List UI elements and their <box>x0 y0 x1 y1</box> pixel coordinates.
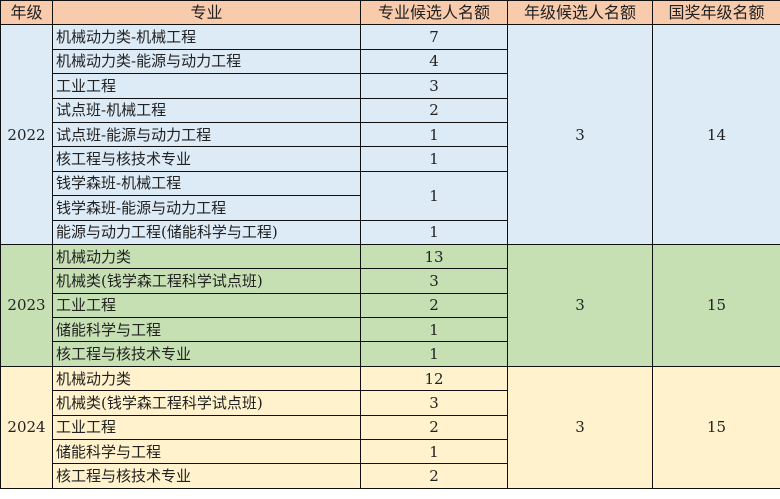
major-quota-cell: 1 <box>360 317 508 343</box>
header-row: 年级 专业 专业候选人名额 年级候选人名额 国奖年级名额 <box>0 0 780 26</box>
table-row: 储能科学与工程 1 <box>1 317 780 343</box>
major-cell: 机械类(钱学森工程科学试点班) <box>52 390 361 416</box>
major-cell: 储能科学与工程 <box>52 439 361 465</box>
major-quota-cell: 1 <box>360 341 508 367</box>
header-national-quota: 国奖年级名额 <box>652 0 780 26</box>
grade-quota-cell: 3 <box>507 365 653 489</box>
grade-quota-cell: 3 <box>507 243 653 367</box>
major-quota-cell: 3 <box>360 268 508 294</box>
major-cell: 工业工程 <box>52 292 361 319</box>
table-row: 2024 机械动力类 12 3 15 <box>0 365 780 489</box>
table-row: 钱学森班-能源与动力工程 <box>1 195 780 221</box>
header-major: 专业 <box>52 0 361 26</box>
major-cell: 核工程与核技术专业 <box>52 146 361 172</box>
grade-cell: 2024 <box>0 365 53 489</box>
table-row: 核工程与核技术专业 1 <box>1 146 780 172</box>
table-row: 试点班-能源与动力工程 1 <box>1 121 780 148</box>
major-cell: 核工程与核技术专业 <box>52 341 361 367</box>
grade-quota-cell: 3 <box>507 24 653 245</box>
table-row: 2022 机械动力类-机械工程 7 3 14 <box>0 24 780 245</box>
major-cell: 机械动力类 <box>52 365 361 392</box>
major-quota-cell: 1 <box>360 439 508 465</box>
major-quota-cell: 7 <box>360 24 508 50</box>
major-cell: 钱学森班-能源与动力工程 <box>52 195 361 221</box>
table-row: 能源与动力工程(储能科学与工程) 1 <box>1 219 780 245</box>
national-quota-cell: 15 <box>652 243 780 367</box>
major-quota-cell: 4 <box>360 48 508 75</box>
major-cell: 机械动力类-能源与动力工程 <box>52 48 361 75</box>
major-quota-cell: 1 <box>360 121 508 148</box>
major-quota-cell: 1 <box>360 146 508 172</box>
table-row: 钱学森班-机械工程 1 <box>1 170 780 221</box>
major-cell: 工业工程 <box>52 414 361 441</box>
grade-cell: 2023 <box>0 243 53 367</box>
quota-table: 年级 专业 专业候选人名额 年级候选人名额 国奖年级名额 2022 机械动力类-机… <box>0 0 780 489</box>
major-cell: 钱学森班-机械工程 <box>52 170 361 197</box>
major-quota-cell: 13 <box>360 243 508 270</box>
table-row: 工业工程 2 <box>1 292 780 319</box>
major-quota-cell: 2 <box>360 292 508 319</box>
header-grade-quota: 年级候选人名额 <box>507 0 653 26</box>
major-cell: 储能科学与工程 <box>52 317 361 343</box>
table-row: 试点班-机械工程 2 <box>1 97 780 123</box>
table-row: 机械类(钱学森工程科学试点班) 3 <box>1 268 780 294</box>
table-row: 机械类(钱学森工程科学试点班) 3 <box>1 390 780 416</box>
major-quota-cell: 3 <box>360 390 508 416</box>
table-row: 核工程与核技术专业 1 <box>1 341 780 367</box>
table-row: 机械动力类-能源与动力工程 4 <box>1 48 780 75</box>
major-quota-cell: 2 <box>360 414 508 441</box>
header-major-quota: 专业候选人名额 <box>360 0 508 26</box>
major-cell: 机械动力类 <box>52 243 361 270</box>
major-cell: 试点班-能源与动力工程 <box>52 121 361 148</box>
table-row: 储能科学与工程 1 <box>1 439 780 465</box>
major-quota-cell: 3 <box>360 73 508 99</box>
national-quota-cell: 14 <box>652 24 780 245</box>
header-grade: 年级 <box>0 0 53 26</box>
grade-cell: 2022 <box>0 24 53 245</box>
table-row: 工业工程 2 <box>1 414 780 441</box>
major-quota-cell: 1 <box>360 219 508 245</box>
table-row: 核工程与核技术专业 2 <box>1 463 780 489</box>
national-quota-cell: 15 <box>652 365 780 489</box>
table-row: 2023 机械动力类 13 3 15 <box>0 243 780 367</box>
major-cell: 试点班-机械工程 <box>52 97 361 123</box>
major-quota-cell: 12 <box>360 365 508 392</box>
major-cell: 工业工程 <box>52 73 361 99</box>
major-cell: 能源与动力工程(储能科学与工程) <box>52 219 361 245</box>
major-cell: 机械动力类-机械工程 <box>52 24 361 50</box>
major-quota-cell: 1 <box>360 170 508 221</box>
major-cell: 核工程与核技术专业 <box>52 463 361 489</box>
major-cell: 机械类(钱学森工程科学试点班) <box>52 268 361 294</box>
table-row: 工业工程 3 <box>1 73 780 99</box>
major-quota-cell: 2 <box>360 463 508 489</box>
major-quota-cell: 2 <box>360 97 508 123</box>
